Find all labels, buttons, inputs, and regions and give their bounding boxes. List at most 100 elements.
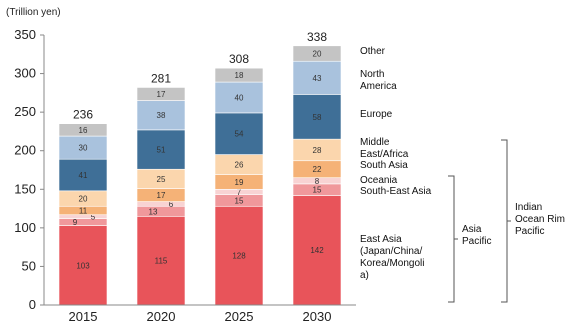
segment-value-label: 115	[155, 257, 168, 266]
bracket-label-line: Asia	[462, 224, 482, 235]
segment-value-label: 128	[232, 252, 246, 261]
legend: East Asia (Japan/China/Korea/Mongoli a) Sou…	[360, 46, 432, 281]
y-tick-label: 50	[22, 258, 36, 273]
bar-segment	[58, 158, 108, 192]
segment-value-label: 20	[313, 50, 322, 59]
segment-value-label: 40	[235, 93, 244, 102]
segment-value-label: 58	[313, 113, 322, 122]
legend-item-line: (Japan/China/	[360, 246, 422, 257]
bar-segment	[58, 218, 108, 226]
x-tick-label: 2030	[303, 309, 332, 323]
segment-value-label: 15	[235, 196, 244, 205]
asia-pacific-bracket-line	[448, 175, 455, 303]
bar-segment	[136, 201, 186, 207]
legend-item: South-East Asia	[360, 186, 432, 197]
y-tick-label: 250	[14, 104, 36, 119]
segment-value-label: 103	[76, 261, 90, 270]
legend-item: East Asia (Japan/China/Korea/Mongoli a)	[360, 234, 424, 281]
legend-item-line: South Asia	[360, 160, 408, 171]
legend-item-line: East/Africa	[360, 149, 409, 160]
segment-value-label: 142	[310, 246, 324, 255]
y-tick-label: 100	[14, 220, 36, 235]
bracket-label-line: Pacific	[515, 226, 544, 237]
bar-total-label: 308	[229, 52, 249, 66]
segment-value-label: 54	[235, 130, 244, 139]
y-tick-label: 300	[14, 66, 36, 81]
bar-segment	[136, 205, 186, 217]
legend-item-line: South-East Asia	[360, 186, 432, 197]
segment-value-label: 8	[315, 177, 320, 186]
bars: 1039511204130162361151361725513817281128…	[58, 30, 342, 306]
bracket-label-line: Ocean Rim	[515, 214, 565, 225]
indian-ocean-bracket-line	[501, 139, 508, 303]
segment-value-label: 9	[73, 218, 78, 227]
bar-segment	[214, 67, 264, 83]
bar-segment	[214, 112, 264, 155]
legend-item: Oceania	[360, 175, 398, 186]
x-axis: 2015 2020 2025 2030	[44, 304, 356, 323]
y-tick-label: 0	[29, 297, 36, 312]
legend-item-line: East Asia	[360, 234, 402, 245]
legend-item-line: Korea/Mongoli	[360, 258, 424, 269]
bar-segment	[292, 94, 342, 140]
bar-segment	[136, 215, 186, 306]
legend-item-line: Other	[360, 46, 386, 57]
bar-segment	[214, 81, 264, 114]
indian-ocean-rim-pacific-label: Indian Ocean Rim Pacific	[515, 202, 565, 237]
legend-item: Europe	[360, 109, 393, 120]
y-tick-label: 200	[14, 143, 36, 158]
bar-segment	[136, 87, 186, 101]
legend-item-line: North	[360, 69, 384, 80]
segment-value-label: 6	[169, 200, 174, 209]
segment-value-label: 41	[79, 171, 88, 180]
bar-segment	[58, 225, 108, 306]
x-tick-label: 2015	[69, 309, 98, 323]
segment-value-label: 15	[313, 186, 322, 195]
bar-stack-2015: 103 9 511 20 41 30 16 236	[58, 108, 108, 306]
segment-value-label: 11	[79, 207, 88, 216]
bar-segment	[214, 205, 264, 306]
segment-value-label: 25	[157, 175, 166, 184]
asia-pacific-label: Asia Pacific	[462, 224, 491, 247]
segment-value-label: 19	[235, 178, 244, 187]
legend-item: North America	[360, 69, 397, 92]
y-axis: 0 50 100 150 200 250 300 350	[14, 27, 45, 312]
x-tick-label: 2020	[147, 309, 176, 323]
bracket-label-line: Indian	[515, 202, 542, 213]
legend-item-line: Middle	[360, 137, 390, 148]
segment-value-label: 7	[237, 188, 242, 197]
segment-value-label: 17	[157, 90, 166, 99]
segment-value-label: 20	[79, 195, 88, 204]
segment-value-label: 17	[157, 191, 166, 200]
legend-item: Middle East/Africa	[360, 137, 409, 160]
segment-value-label: 38	[157, 111, 166, 120]
legend-item-line: a)	[360, 270, 369, 281]
bar-stack-2030: 142 158 22 28 58 43 20 338	[292, 30, 342, 306]
bar-segment	[292, 60, 342, 95]
x-tick-label: 2025	[225, 309, 254, 323]
legend-item: South Asia	[360, 160, 408, 171]
segment-value-label: 43	[313, 74, 322, 83]
y-tick-label: 350	[14, 27, 36, 42]
bar-segment	[136, 100, 186, 131]
segment-value-label: 51	[157, 146, 166, 155]
legend-item-line: Oceania	[360, 175, 398, 186]
legend-item-line: America	[360, 81, 397, 92]
unit-label: (Trillion yen)	[6, 7, 61, 18]
bar-segment	[292, 45, 342, 62]
bar-total-label: 338	[307, 30, 327, 44]
segment-value-label: 16	[79, 126, 88, 135]
legend-item-line: Europe	[360, 109, 393, 120]
segment-value-label: 5	[91, 213, 96, 222]
segment-value-label: 18	[235, 71, 244, 80]
y-tick-label: 150	[14, 181, 36, 196]
segment-value-label: 28	[313, 146, 322, 155]
bar-total-label: 281	[151, 71, 171, 85]
bracket-label-line: Pacific	[462, 236, 491, 247]
bar-total-label: 236	[73, 108, 93, 122]
legend-item: Other	[360, 46, 386, 57]
bar-segment	[58, 123, 108, 137]
